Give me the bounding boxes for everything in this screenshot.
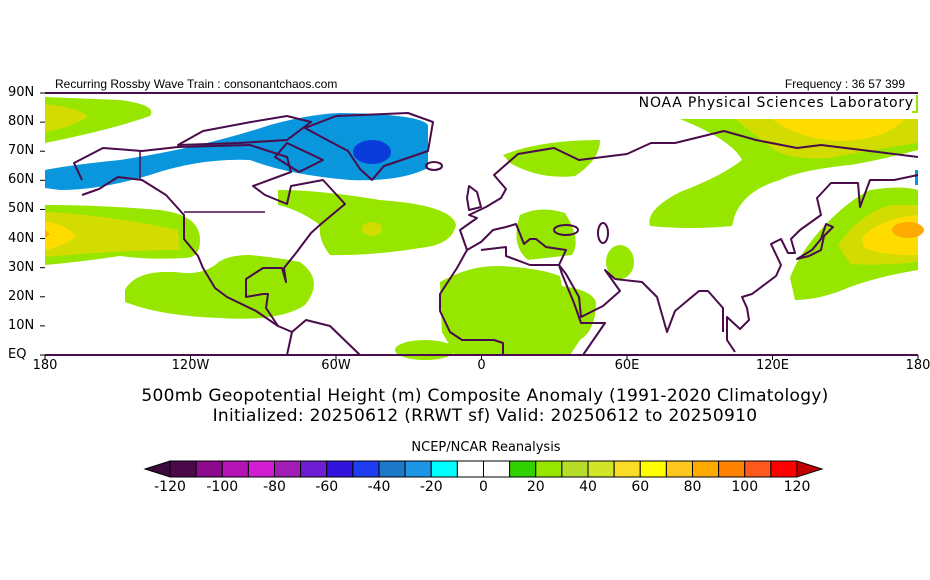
colorbar-swatch [352,460,380,478]
anomaly-neg-edge [915,170,918,185]
coast-arctic-islands [177,115,312,146]
anomaly-pos-siberia-core [772,119,905,141]
lon-label: 0 [477,358,486,373]
colorbar-swatch [718,460,746,478]
lat-label: 20N [8,288,35,304]
colorbar-swatch [326,460,354,478]
anomaly-pos-atlantic [278,190,456,256]
coast-south-asia [466,223,724,333]
coast-africa [439,249,504,355]
colorbar-label: -20 [419,479,443,495]
colorbar-over-arrow [796,460,824,478]
anomaly-pos-pacific-mid-max [45,230,50,238]
lat-label: 30N [8,259,35,275]
colorbar-label: -60 [315,479,339,495]
colorbar-swatch [692,460,720,478]
colorbar-swatch [169,460,197,478]
anomaly-pos-pacific-mid-inner [45,212,180,257]
anomaly-pos-tropical-atlantic [395,340,455,360]
colorbar-swatch [300,460,328,478]
colorbar-swatch [430,460,458,478]
colorbar-swatch [404,460,432,478]
coast-caspian [597,222,609,244]
colorbar-under-arrow [143,460,171,478]
colorbar-label: 100 [731,479,759,495]
coastlines [73,112,919,356]
anomaly-pos-africa [440,265,596,355]
coast-uk [466,185,482,211]
colorbar-swatch [274,460,302,478]
colorbar-label: -100 [206,479,239,495]
colorbar-label: -40 [367,479,391,495]
lon-label: 60W [321,358,351,373]
coast-south-america [291,319,361,356]
coast-north-america-east [73,144,346,327]
anomaly-pos-scandinavia [503,140,600,177]
colorbar-swatch [221,460,249,478]
colorbar-swatch [483,460,511,478]
coast-iceland [425,161,443,171]
colorbar-swatch [535,460,563,478]
colorbar-title: NCEP/NCAR Reanalysis [411,440,561,455]
colorbar-swatch [561,460,589,478]
colorbar-swatch [195,460,223,478]
anomaly-fields [45,95,924,360]
colorbar-swatch [247,460,275,478]
anomaly-pos-arabia [606,245,634,279]
credit-label: NOAA Physical Sciences Laboratory [636,95,916,111]
coast-black-sea [553,224,579,236]
axis-ticks [40,92,919,360]
header-source: Recurring Rossby Wave Train : consonantc… [55,77,338,91]
coast-north-america [81,176,293,356]
anomaly-pos-pacific-mid-core [45,221,76,250]
anomaly-pos-mediterranean [516,209,576,260]
anomaly-pos-atlantic-core [362,222,382,236]
lat-label: 60N [8,172,35,188]
colorbar-label: 20 [526,479,545,495]
colorbar-label: 0 [479,479,488,495]
lat-label: 70N [8,143,35,159]
title-line-1: 500mb Geopotential Height (m) Composite … [141,386,829,406]
lon-label: 120W [171,358,210,373]
anomaly-pos-pacific-ne-max [892,222,924,238]
anomaly-pos-pacific-nw-inner [45,104,88,132]
lat-label: 50N [8,201,35,217]
colorbar-swatch [613,460,641,478]
colorbar-swatch [509,460,537,478]
colorbar-swatch [744,460,772,478]
colorbar-label: -120 [154,479,186,495]
lon-label: 180 [905,358,930,373]
colorbar-swatch [587,460,615,478]
colorbar-swatch [639,460,667,478]
lon-label: 60E [614,358,640,373]
coast-africa-north [480,246,606,356]
coast-eurasia [459,130,919,251]
lat-label: 80N [8,114,35,130]
colorbar [143,460,824,478]
coast-baffin [274,142,324,173]
colorbar-swatch [378,460,406,478]
lat-label: 10N [8,317,35,333]
anomaly-neg-greenland-core [353,140,391,164]
coast-east-asia [726,174,919,353]
lat-label: 40N [8,230,35,246]
coast-japan [796,223,834,260]
title-line-2: Initialized: 20250612 (RRWT sf) Valid: 2… [212,406,758,426]
coast-greenland [304,112,434,181]
header-frequency: Frequency : 36 57 399 [784,77,905,91]
lon-label: 180 [32,358,58,373]
colorbar-swatch [665,460,693,478]
colorbar-swatch [770,460,798,478]
colorbar-label: 120 [783,479,811,495]
lat-label: EQ [8,347,27,362]
colorbar-label: -80 [263,479,286,495]
colorbar-label: 80 [683,479,702,495]
colorbar-label: 40 [579,479,597,495]
lon-label: 120E [755,358,790,373]
lat-label: 90N [8,85,35,100]
colorbar-label: 60 [631,479,650,495]
colorbar-swatch [456,460,484,478]
